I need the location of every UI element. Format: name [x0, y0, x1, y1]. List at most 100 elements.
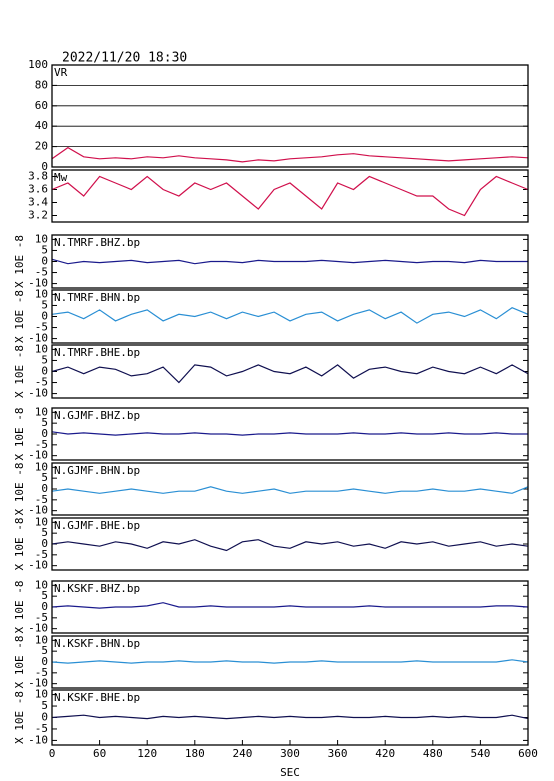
panel-frame [51, 407, 529, 461]
panel-label: N.TMRF.BHZ.bp [54, 236, 140, 249]
x-tick-label: 600 [518, 747, 538, 760]
y-axis-label: X 10E -8 [13, 235, 26, 288]
y-tick-label: 3.4 [28, 196, 48, 209]
x-tick-label: 480 [423, 747, 443, 760]
x-tick-label: 420 [375, 747, 395, 760]
x-tick-label: 120 [137, 747, 157, 760]
panel-frame [51, 517, 529, 571]
y-tick-label: -5 [35, 266, 48, 279]
trace [51, 175, 529, 217]
y-axis-label: X 10E -8 [13, 518, 26, 571]
panel-label: N.KSKF.BHN.bp [54, 637, 140, 650]
y-tick-label: 5 [41, 416, 48, 429]
y-axis-label: X 10E -8 [13, 290, 26, 343]
panel-label: N.GJMF.BHN.bp [54, 464, 140, 477]
panel-frame [51, 635, 529, 689]
y-tick-label: 100 [28, 58, 48, 71]
y-tick-label: 0 [41, 365, 48, 378]
panel-label: N.TMRF.BHE.bp [54, 346, 140, 359]
y-axis-label: X 10E -8 [13, 463, 26, 516]
y-tick-label: -5 [35, 666, 48, 679]
trace [51, 659, 529, 664]
y-tick-label: 10 [35, 578, 48, 591]
y-tick-label: -10 [28, 277, 48, 290]
y-tick-label: 0 [41, 160, 48, 173]
x-axis-label: SEC [280, 766, 300, 779]
panel-label: N.GJMF.BHE.bp [54, 519, 140, 532]
y-tick-label: 5 [41, 243, 48, 256]
panel-frame [51, 64, 529, 168]
trace [51, 602, 529, 609]
y-tick-label: -5 [35, 438, 48, 451]
panel-label: Mw [54, 171, 68, 184]
panel-frame [51, 289, 529, 344]
x-tick-label: 300 [280, 747, 300, 760]
x-tick-label: 180 [185, 747, 205, 760]
trace [51, 258, 528, 265]
y-tick-label: 40 [35, 119, 48, 132]
y-tick-label: 0 [41, 537, 48, 550]
y-tick-label: 5 [41, 298, 48, 311]
trace [51, 486, 529, 494]
x-tick-label: 0 [49, 747, 56, 760]
panel-label: N.TMRF.BHN.bp [54, 291, 140, 304]
y-axis-label: X 10E -8 [13, 581, 26, 634]
y-tick-label: 10 [35, 460, 48, 473]
panel-label: N.KSKF.BHZ.bp [54, 582, 140, 595]
y-tick-label: 3.8 [28, 170, 48, 183]
y-tick-label: -5 [35, 611, 48, 624]
y-tick-label: -10 [28, 332, 48, 345]
y-tick-label: -10 [28, 733, 48, 746]
y-axis-label: X 10E -8 [13, 636, 26, 689]
y-axis-label: X 10E -8 [13, 345, 26, 398]
x-tick-label: 240 [232, 747, 252, 760]
panel-frame [51, 169, 529, 223]
panel-frame [51, 344, 529, 399]
trace [51, 146, 529, 163]
y-tick-label: 5 [41, 699, 48, 712]
panel-frame [51, 580, 529, 634]
y-tick-label: -10 [28, 622, 48, 635]
y-tick-label: 0 [41, 310, 48, 323]
chart-title: 2022/11/20 18:30 [62, 51, 187, 66]
y-tick-label: -10 [28, 504, 48, 517]
panel-frame [51, 462, 529, 516]
y-tick-label: 5 [41, 644, 48, 657]
y-axis-label: X 10E -8 [13, 408, 26, 461]
panel-label: VR [54, 66, 68, 79]
y-tick-label: 80 [35, 78, 48, 91]
y-tick-label: 0 [41, 427, 48, 440]
y-tick-label: 0 [41, 655, 48, 668]
trace [51, 714, 529, 720]
y-tick-label: 10 [35, 342, 48, 355]
y-tick-label: 10 [35, 232, 48, 245]
y-tick-label: 0 [41, 711, 48, 724]
trace [51, 539, 529, 552]
y-tick-label: 5 [41, 526, 48, 539]
y-tick-label: 0 [41, 255, 48, 268]
trace [51, 307, 529, 324]
y-tick-label: 10 [35, 688, 48, 701]
panel-label: N.KSKF.BHE.bp [54, 691, 140, 704]
panel-frame [51, 234, 529, 289]
y-tick-label: -10 [28, 449, 48, 462]
x-tick-label: 540 [470, 747, 490, 760]
y-tick-label: 3.6 [28, 183, 48, 196]
y-tick-label: -5 [35, 376, 48, 389]
y-tick-label: 10 [35, 633, 48, 646]
y-tick-label: -5 [35, 493, 48, 506]
y-tick-label: -10 [28, 387, 48, 400]
y-tick-label: 3.2 [28, 209, 48, 222]
y-tick-label: 0 [41, 482, 48, 495]
y-axis-label: X 10E -8 [13, 691, 26, 744]
panel-label: N.GJMF.BHZ.bp [54, 409, 140, 422]
trace [51, 431, 528, 436]
y-tick-label: -5 [35, 548, 48, 561]
y-tick-label: -5 [35, 722, 48, 735]
y-tick-label: 5 [41, 589, 48, 602]
x-tick-label: 360 [328, 747, 348, 760]
y-tick-label: -10 [28, 677, 48, 690]
y-tick-label: -10 [28, 559, 48, 572]
y-tick-label: 10 [35, 515, 48, 528]
